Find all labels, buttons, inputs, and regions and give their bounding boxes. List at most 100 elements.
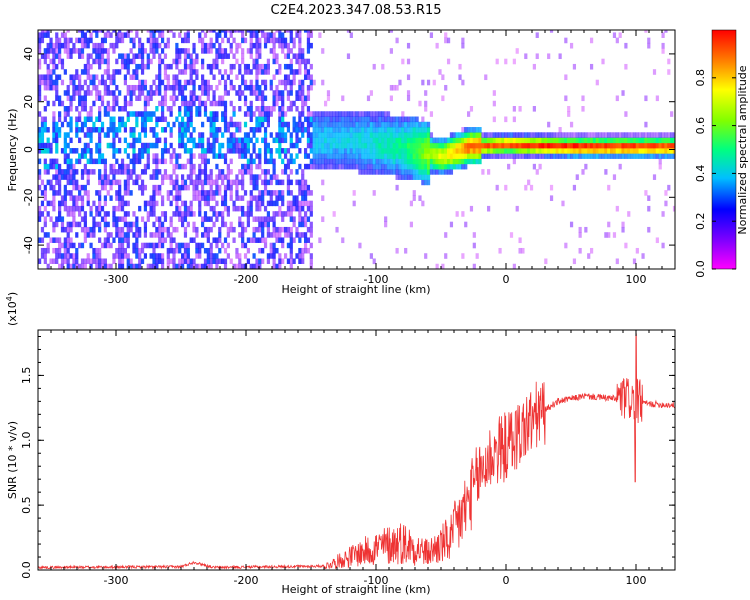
spectrogram-cell — [86, 174, 90, 180]
spectrogram-cell — [286, 48, 291, 54]
spectrogram-cell — [143, 142, 148, 149]
spectrogram-cell — [149, 37, 153, 44]
spectrogram-cell — [269, 174, 273, 180]
spectrogram-cell — [584, 148, 588, 154]
spectrogram-cell — [140, 69, 145, 75]
spectrogram-cell — [249, 263, 253, 269]
spectrogram-cell — [175, 205, 179, 212]
spectrogram-cell — [598, 132, 602, 138]
spectrogram-cell — [381, 111, 385, 117]
spectrogram-cell — [215, 179, 219, 186]
spectrogram-cell — [226, 30, 230, 33]
spectrogram-cell — [630, 137, 634, 144]
spectrogram-cell — [155, 42, 159, 49]
spectrogram-cell — [92, 42, 96, 49]
spectrogram-cell — [218, 226, 222, 233]
spectrogram-cell — [306, 58, 311, 65]
spectrogram-cell — [129, 30, 133, 33]
spectrogram-cell — [481, 169, 485, 175]
spectrogram-cell — [158, 79, 162, 86]
spectrogram-cell — [106, 53, 110, 59]
spectrogram-cell — [355, 127, 359, 133]
spectrogram-cell — [261, 90, 265, 96]
spectrogram-cell — [198, 205, 202, 212]
spectrogram-cell — [326, 111, 331, 117]
spectrogram-cell — [281, 132, 285, 138]
spectrogram-cell — [303, 63, 308, 70]
spectrogram-cell — [298, 200, 302, 207]
spectrogram-cell — [263, 137, 268, 144]
spectrogram-cell — [312, 148, 316, 154]
spectrogram-cell — [278, 95, 282, 101]
spectrogram-cell — [289, 84, 293, 91]
spectrogram-cell — [152, 232, 156, 238]
spectrogram-cell — [158, 253, 162, 259]
spectrogram-cell — [229, 79, 233, 86]
spectrogram-cell — [223, 184, 228, 191]
spectrogram-cell — [132, 53, 136, 59]
spectrogram-cell — [49, 258, 53, 264]
spectrogram-cell — [335, 137, 339, 144]
spectrogram-cell — [63, 111, 67, 117]
spectrogram-cell — [118, 200, 122, 207]
spectrogram-cell — [286, 242, 291, 249]
spectrogram-cell — [138, 253, 142, 259]
spectrogram-cell — [361, 127, 365, 133]
spectrogram-cell — [449, 163, 454, 170]
spectrogram-cell — [206, 137, 210, 144]
spectrogram-cell — [406, 132, 411, 138]
spectrogram-cell — [175, 84, 179, 91]
spectrogram-cell — [289, 211, 293, 217]
spectrogram-cell — [109, 79, 113, 86]
spectrogram-cell — [152, 153, 156, 159]
spectrogram-cell — [169, 247, 173, 254]
spectrogram-cell — [43, 148, 47, 154]
spectrogram-cell — [475, 148, 479, 154]
spectrogram-cell — [138, 184, 142, 191]
spectrogram-cell — [306, 226, 311, 233]
spectrogram-cell — [80, 84, 85, 91]
spectrogram-cell — [241, 263, 245, 269]
spectrogram-cell — [246, 142, 250, 149]
spectrogram-cell — [181, 200, 185, 207]
spectrogram-cell — [378, 148, 382, 154]
spectrogram-cell — [286, 258, 291, 264]
spectrogram-cell — [432, 142, 436, 149]
spectrogram-cell — [75, 84, 79, 91]
spectrogram-cell — [100, 153, 105, 159]
spectrogram-cell — [272, 247, 276, 254]
spectrogram-cell — [258, 153, 262, 159]
spectrogram-cell — [212, 179, 216, 186]
spectrogram-cell — [555, 132, 559, 138]
spectrogram-cell — [192, 100, 196, 107]
spectrogram-cell — [215, 253, 219, 259]
spectrogram-cell — [258, 116, 262, 123]
spectrogram-cell — [395, 132, 399, 138]
spectrogram-cell — [504, 184, 508, 191]
spectrogram-cell — [63, 226, 67, 233]
spectrogram-cell — [384, 111, 388, 117]
spectrogram-cell — [201, 90, 205, 96]
spectrogram-cell — [421, 148, 425, 154]
spectrogram-cell — [418, 195, 422, 201]
spectrogram-cell — [346, 153, 351, 159]
spectrogram-cell — [235, 127, 239, 133]
spectrogram-cell — [103, 169, 107, 175]
spectrogram-cell — [192, 63, 196, 70]
spectrogram-cell — [52, 63, 56, 70]
spectrogram-cell — [561, 142, 565, 149]
spectrogram-cell — [95, 32, 99, 38]
spectrogram-cell — [312, 153, 316, 159]
spectrogram-cell — [169, 174, 173, 180]
spectrogram-cell — [66, 153, 70, 159]
spectrogram-cell — [58, 237, 62, 243]
spectrogram-cell — [118, 263, 122, 269]
spectrogram-cell — [201, 216, 205, 222]
spectrogram-cell — [203, 190, 208, 196]
spectrogram-cell — [69, 37, 73, 44]
spectrogram-cell — [366, 137, 371, 144]
spectrogram-cell — [406, 174, 411, 180]
spectrogram-cell — [172, 226, 176, 233]
spectrogram-cell — [549, 195, 554, 201]
spectrogram-cell — [115, 158, 119, 165]
